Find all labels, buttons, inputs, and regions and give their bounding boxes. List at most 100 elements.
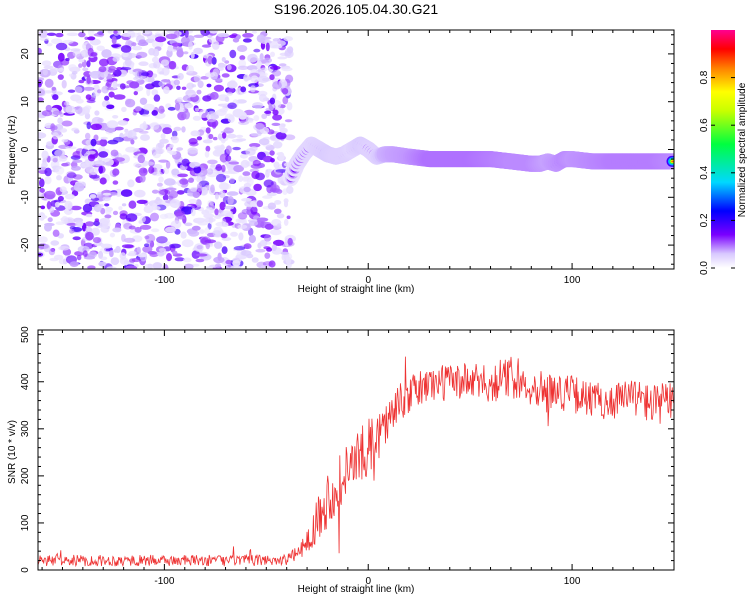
spectrogram-noise-cell xyxy=(204,150,210,158)
spectrogram-noise-cell xyxy=(64,193,75,200)
colorbar-ticks: 0.0 0.2 0.4 0.6 0.8 xyxy=(699,70,735,275)
spectrogram-noise-cell xyxy=(268,260,276,268)
spectrogram-noise-cell xyxy=(273,141,283,149)
spectrogram-noise-cell xyxy=(225,155,232,162)
spectrogram-noise-cell xyxy=(139,97,148,106)
spectrogram-noise-cell xyxy=(38,47,42,55)
spectrogram-noise-cell xyxy=(202,139,213,144)
spectrogram-noise-cell xyxy=(109,250,114,258)
spectrogram-noise-cell xyxy=(207,55,213,65)
spectrogram-noise-cell xyxy=(186,71,198,76)
spectrogram-noise-cell xyxy=(44,78,54,88)
spectrogram-noise-cell xyxy=(74,86,83,94)
spectrogram-noise-cell xyxy=(275,40,286,47)
spectrogram-noise-cell xyxy=(150,212,159,222)
spectrogram-noise-cell xyxy=(263,179,274,188)
spectrogram-noise-cell xyxy=(72,159,83,163)
spectrogram-noise-cell xyxy=(195,217,206,221)
spectrogram-noise-cell xyxy=(225,145,232,154)
spectrogram-noise-cell xyxy=(217,33,230,38)
spectrogram-noise-cell xyxy=(256,200,264,208)
spectrogram-noise-cell xyxy=(213,256,225,264)
spectrogram-noise-cell xyxy=(125,146,137,153)
snr-panel: -100 0 100 0 100 200 300 400 500 Height of strai… xyxy=(7,326,675,595)
spectrogram-noise-cell xyxy=(50,123,56,132)
spectrogram-noise-cell xyxy=(165,241,171,246)
spectrogram-noise-cell xyxy=(249,143,261,148)
spectrogram-noise-cell xyxy=(218,182,229,191)
spectrogram-noise-cell xyxy=(247,119,254,123)
spectrogram-noise-cell xyxy=(38,132,47,139)
spectrogram-noise-cell xyxy=(210,184,215,193)
spectrogram-noise-cell xyxy=(98,165,106,174)
spectrogram-noise-cell xyxy=(82,203,93,213)
spectrogram-noise-cell xyxy=(71,71,78,75)
spectrogram-noise-cell xyxy=(250,206,258,215)
spectrogram-noise-cell xyxy=(193,165,202,174)
spectrogram-noise-cell xyxy=(134,70,139,80)
spectrogram-noise-cell xyxy=(255,122,265,130)
colorbar-label: Normalized spectral amplitude xyxy=(737,82,748,217)
spectrogram-noise-cell xyxy=(166,146,171,154)
spectrogram-noise-cell xyxy=(148,166,155,174)
spectrogram-noise-cell xyxy=(73,182,85,192)
spectrogram-noise-cell xyxy=(50,67,60,73)
spectrogram-noise-cell xyxy=(221,73,230,78)
spectrogram-noise-cell xyxy=(85,213,93,218)
spectrogram-noise-cell xyxy=(112,227,122,233)
spectrogram-noise-cell xyxy=(87,154,96,162)
spectrogram-noise-cell xyxy=(162,194,169,201)
spectrogram-noise-cell xyxy=(230,264,242,269)
spectrogram-noise-cell xyxy=(141,114,150,118)
spectrogram-noise-cell xyxy=(85,231,94,241)
spectrogram-noise-cell xyxy=(183,263,194,269)
spectrogram-noise-cell xyxy=(55,42,68,51)
spectrogram-noise-cell xyxy=(94,110,100,116)
spectrogram-noise-cell xyxy=(210,71,219,80)
spectrogram-noise-cell xyxy=(38,243,44,251)
spectrogram-noise-cell xyxy=(134,189,146,198)
spectrogram-noise-cell xyxy=(40,205,46,210)
spectrogram-noise-cell xyxy=(242,175,252,183)
spectrogram-noise-cell xyxy=(47,217,53,223)
spectrogram-noise-cell xyxy=(193,75,202,83)
spectrogram-noise-cell xyxy=(163,167,170,175)
spectrogram-noise-cell xyxy=(199,229,205,235)
snr-y-tick-label: 400 xyxy=(20,373,31,390)
spectrogram-noise-cell xyxy=(226,64,232,71)
spectrogram-noise-cell xyxy=(243,243,252,250)
spectrogram-noise-cell xyxy=(128,200,137,209)
spectrogram-noise-cell xyxy=(41,150,49,160)
spectrogram-noise-cell xyxy=(84,105,92,111)
spectrogram-noise-cell xyxy=(285,256,292,265)
spectrogram-noise-cell xyxy=(177,73,184,80)
spectrogram-noise-cell xyxy=(125,213,138,222)
spectrogram-noise-cell xyxy=(196,176,203,183)
spectrogram-noise-cell xyxy=(83,145,94,150)
spectrogram-noise-cell xyxy=(202,95,212,102)
colorbar-tick-label: 0.0 xyxy=(699,261,710,275)
spectrogram-noise-cell xyxy=(183,257,192,263)
spectrogram-noise-cell xyxy=(205,242,210,250)
spectrogram-noise-cell xyxy=(113,30,118,34)
spectrogram-noise-cell xyxy=(221,164,226,173)
spectrogram-noise-cell xyxy=(141,72,150,77)
spectrogram-noise-cell xyxy=(97,203,104,208)
spectrogram-noise-cell xyxy=(105,266,117,269)
spectrogram-noise-cell xyxy=(249,85,256,93)
spectrogram-noise-cell xyxy=(283,218,289,226)
spectrogram-noise-cell xyxy=(158,176,164,183)
spectrogram-noise-cell xyxy=(152,73,158,78)
spectrogram-noise-cell xyxy=(108,91,115,98)
spectrogram-noise-cell xyxy=(41,162,48,168)
spectrogram-noise-cell xyxy=(220,233,228,239)
spectrogram-noise-cell xyxy=(55,32,64,38)
spectrogram-noise-cell xyxy=(261,77,272,82)
spectrogram-noise-cell xyxy=(56,175,62,181)
spectrogram-noise-cell xyxy=(85,94,92,100)
spectrogram-noise-cell xyxy=(284,85,291,89)
spectrogram-noise-cell xyxy=(136,199,148,204)
spectrogram-noise-cell xyxy=(89,167,98,176)
spectrogram-noise-cell xyxy=(167,106,176,111)
spectrogram-noise-cell xyxy=(235,134,244,138)
